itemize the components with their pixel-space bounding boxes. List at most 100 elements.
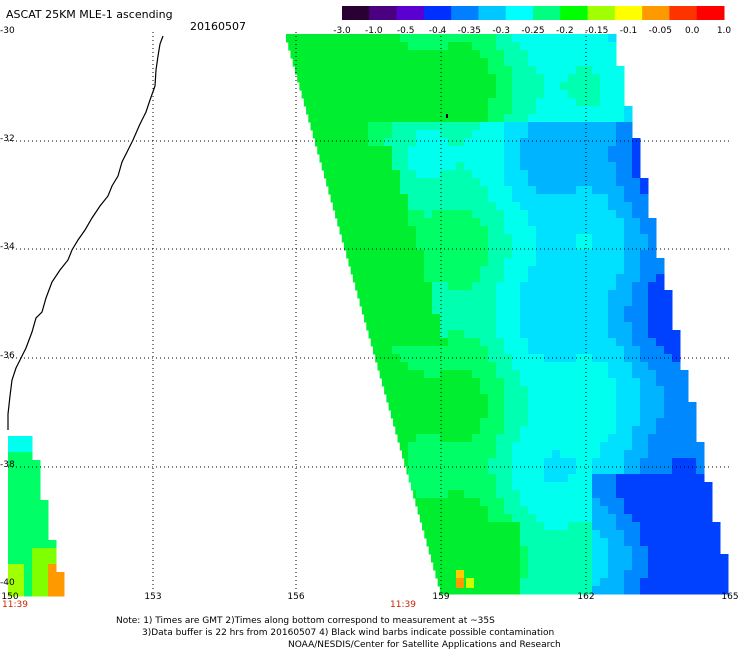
swath-cell (592, 474, 601, 483)
swath-cell (416, 394, 425, 403)
swath-cell (368, 194, 377, 203)
swath-cell (640, 210, 649, 219)
swath-cell (416, 170, 425, 179)
swath-cell (384, 98, 393, 107)
swath-cell (536, 562, 545, 571)
swath-cell (416, 74, 425, 83)
swath-cell (448, 426, 457, 435)
swath-cell (608, 586, 617, 595)
swath-cell (440, 426, 449, 435)
swath-cell (384, 298, 393, 307)
swath-cell (376, 106, 385, 115)
swath-cell (520, 194, 529, 203)
swath-cell (584, 346, 593, 355)
swath-cell (560, 370, 569, 379)
swath-cell (448, 330, 457, 339)
swath-cell (480, 458, 489, 467)
swath-cell (520, 258, 529, 267)
swath-cell (592, 330, 601, 339)
swath-cell (688, 498, 697, 507)
swath-cell (672, 514, 681, 523)
swath-cell (456, 34, 465, 43)
swath-cell (520, 58, 529, 67)
swath-cell (688, 546, 697, 555)
swath-cell (648, 290, 657, 299)
swath-cell (16, 468, 25, 477)
swath-cell (472, 514, 481, 523)
swath-cell (584, 562, 593, 571)
swath-cell (648, 306, 657, 315)
swath-cell (48, 564, 57, 573)
swath-cell (536, 298, 545, 307)
swath-cell (432, 338, 441, 347)
swath-cell (433, 562, 442, 571)
swath-cell (600, 346, 609, 355)
swath-cell (488, 386, 497, 395)
swath-cell (608, 506, 617, 515)
swath-cell (584, 546, 593, 555)
swath-cell (392, 250, 401, 259)
swath-cell (664, 458, 673, 467)
swath-cell (536, 578, 545, 587)
swath-cell (648, 226, 657, 235)
swath-cell (456, 242, 465, 251)
swath-cell (568, 426, 577, 435)
swath-cell (400, 90, 409, 99)
swath-cell (600, 418, 609, 427)
swath-cell (640, 346, 649, 355)
swath-cell (480, 122, 489, 131)
swath-cell (688, 538, 697, 547)
swath-cell (584, 42, 593, 51)
swath-cell (376, 186, 385, 195)
swath-cell (424, 186, 433, 195)
swath-cell (624, 218, 633, 227)
swath-cell (632, 194, 641, 203)
swath-cell (440, 282, 449, 291)
swath-cell (544, 162, 553, 171)
swath-cell (416, 474, 425, 483)
swath-cell (448, 586, 457, 595)
swath-cell (432, 386, 441, 395)
swath-cell (616, 250, 625, 259)
swath-cell (656, 490, 665, 499)
swath-cell (712, 522, 721, 531)
swath-cell (472, 234, 481, 243)
swath-cell (336, 98, 345, 107)
swath-cell (568, 74, 577, 83)
colorbar-segment (614, 6, 643, 20)
swath-cell (424, 50, 433, 59)
swath-cell (8, 444, 17, 453)
swath-cell (448, 34, 457, 43)
swath-cell (408, 154, 417, 163)
swath-cell (496, 58, 505, 67)
swath-cell (544, 98, 553, 107)
swath-cell (536, 146, 545, 155)
swath-cell (632, 370, 641, 379)
swath-cell (488, 530, 497, 539)
swath-cell (496, 442, 505, 451)
swath-cell (376, 50, 385, 59)
swath-cell (472, 482, 481, 491)
swath-cell (656, 386, 665, 395)
swath-cell (680, 370, 689, 379)
swath-cell (368, 202, 377, 211)
swath-cell (568, 234, 577, 243)
swath-cell (624, 346, 633, 355)
swath-cell (496, 578, 505, 587)
swath-cell (696, 570, 705, 579)
swath-cell (584, 186, 593, 195)
swath-cell (552, 130, 561, 139)
swath-cell (616, 578, 625, 587)
swath-cell (456, 474, 465, 483)
swath-cell (448, 274, 457, 283)
swath-cell (560, 570, 569, 579)
swath-cell (632, 578, 641, 587)
swath-cell (592, 466, 601, 475)
swath-cell (56, 588, 65, 597)
swath-cell (408, 106, 417, 115)
swath-cell (368, 226, 377, 235)
swath-cell (432, 426, 441, 435)
swath-cell (448, 226, 457, 235)
swath-cell (600, 426, 609, 435)
swath-cell (392, 274, 401, 283)
